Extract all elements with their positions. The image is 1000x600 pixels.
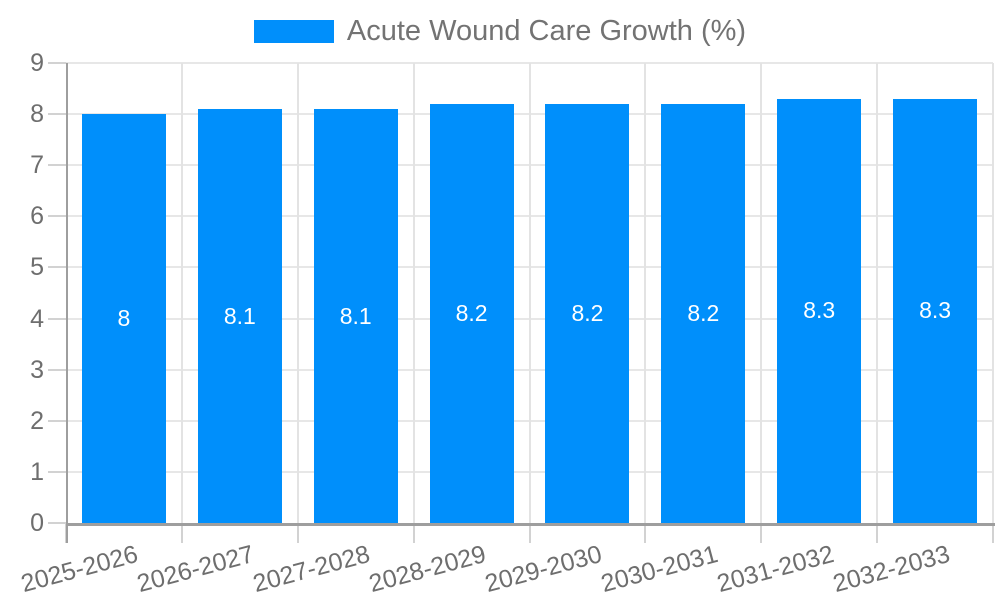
legend-swatch	[253, 19, 334, 43]
bar[interactable]: 8.2	[661, 103, 746, 523]
x-axis-tick	[644, 523, 647, 543]
y-axis-label: 4	[30, 304, 44, 333]
bar[interactable]: 8	[81, 114, 166, 523]
y-axis-label: 1	[30, 457, 44, 486]
y-axis-label: 7	[30, 151, 44, 180]
bar-value-label: 8.3	[919, 297, 952, 324]
gridline-vertical	[876, 63, 879, 523]
y-axis-label: 3	[30, 355, 44, 384]
bar-value-label: 8.1	[223, 302, 256, 329]
gridline-vertical	[528, 63, 531, 523]
x-axis-tick	[760, 523, 763, 543]
x-axis-label: 2029-2030	[481, 540, 605, 598]
legend-item[interactable]: Acute Wound Care Growth (%)	[0, 14, 1000, 48]
legend-label: Acute Wound Care Growth (%)	[346, 14, 747, 47]
y-axis-tick	[48, 470, 66, 473]
x-axis-label: 2031-2032	[713, 540, 837, 598]
bar[interactable]: 8.1	[197, 109, 282, 523]
x-axis-baseline	[66, 523, 995, 526]
y-axis-tick	[48, 113, 66, 116]
bar[interactable]: 8.2	[545, 103, 630, 523]
x-axis-label: 2032-2033	[829, 540, 953, 598]
x-axis-tick	[992, 523, 994, 543]
bar[interactable]: 8.2	[429, 103, 514, 523]
y-axis-tick	[48, 215, 66, 218]
gridline-vertical	[296, 63, 299, 523]
y-axis-tick	[48, 62, 66, 64]
x-axis-tick	[412, 523, 415, 543]
x-axis-label: 2025-2026	[18, 540, 142, 598]
y-axis-tick	[48, 419, 66, 422]
gridline-vertical	[644, 63, 647, 523]
x-axis-tick	[180, 523, 183, 543]
y-axis-tick	[48, 317, 66, 320]
bar-value-label: 8.2	[455, 299, 488, 326]
y-axis-label: 5	[30, 253, 44, 282]
bar[interactable]: 8.3	[893, 98, 978, 523]
y-axis-label: 8	[30, 100, 44, 129]
gridline-vertical	[760, 63, 763, 523]
y-axis-tick	[48, 522, 66, 524]
y-axis-tick	[48, 368, 66, 371]
y-axis-tick	[48, 266, 66, 269]
x-axis-tick	[296, 523, 299, 543]
y-axis-tick	[48, 164, 66, 167]
bar-value-label: 8	[117, 305, 131, 332]
y-axis-line	[66, 63, 68, 543]
gridline-vertical	[180, 63, 183, 523]
x-axis-label: 2026-2027	[134, 540, 258, 598]
y-axis-label: 6	[30, 202, 44, 231]
bar[interactable]: 8.1	[313, 109, 398, 523]
bar[interactable]: 8.3	[777, 98, 862, 523]
gridline-vertical	[412, 63, 415, 523]
y-axis-label: 9	[30, 49, 44, 77]
y-axis-label: 0	[30, 509, 44, 537]
bar-value-label: 8.2	[687, 299, 720, 326]
x-axis-label: 2030-2031	[597, 540, 721, 598]
y-axis-label: 2	[30, 406, 44, 435]
bar-value-label: 8.3	[803, 297, 836, 324]
bar-value-label: 8.1	[339, 302, 372, 329]
x-axis-tick	[876, 523, 879, 543]
x-axis-label: 2027-2028	[250, 540, 373, 598]
x-axis-label: 2028-2029	[366, 540, 489, 598]
x-axis-tick	[528, 523, 531, 543]
bar-value-label: 8.2	[571, 299, 604, 326]
gridline-vertical	[992, 63, 994, 523]
